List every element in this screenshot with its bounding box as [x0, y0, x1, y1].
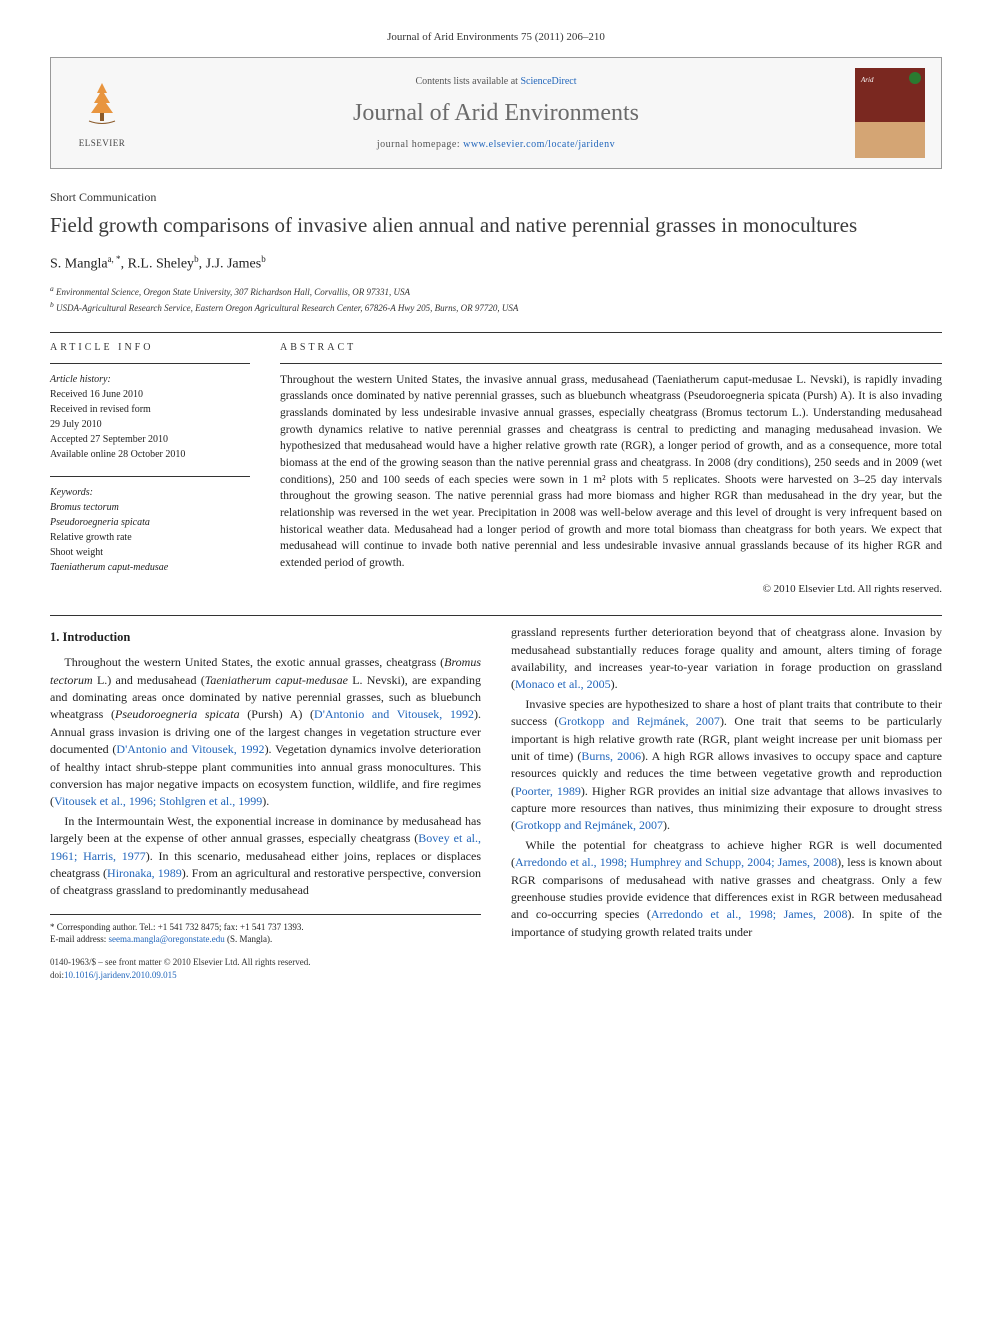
keywords-label: Keywords:	[50, 485, 250, 500]
abstract-copyright: © 2010 Elsevier Ltd. All rights reserved…	[280, 582, 942, 597]
cite-poorter[interactable]: Poorter, 1989	[515, 784, 581, 798]
affiliations: a Environmental Science, Oregon State Un…	[50, 283, 942, 316]
doi-link[interactable]: 10.1016/j.jaridenv.2010.09.015	[64, 970, 177, 980]
keyword-2: Relative growth rate	[50, 530, 250, 545]
footer-doi: doi:10.1016/j.jaridenv.2010.09.015	[50, 969, 311, 982]
article-info-heading: ARTICLE INFO	[50, 341, 250, 355]
author-3-sup: b	[261, 254, 266, 264]
journal-name: Journal of Arid Environments	[137, 97, 855, 131]
body-p1: Throughout the western United States, th…	[50, 654, 481, 811]
affiliation-a: a Environmental Science, Oregon State Un…	[50, 283, 942, 300]
cite-grotkopp-1[interactable]: Grotkopp and Rejmánek, 2007	[558, 714, 719, 728]
email-tail: (S. Mangla).	[225, 934, 273, 944]
footnote-block: * Corresponding author. Tel.: +1 541 732…	[50, 914, 481, 946]
body-p5: While the potential for cheatgrass to ac…	[511, 837, 942, 941]
history-accepted: Accepted 27 September 2010	[50, 432, 250, 447]
cite-vitousek[interactable]: Vitousek et al., 1996; Stohlgren et al.,…	[54, 794, 262, 808]
corr-email-line: E-mail address: seema.mangla@oregonstate…	[50, 933, 481, 946]
journal-cover-thumb: Arid	[855, 68, 925, 158]
article-history: Article history: Received 16 June 2010 R…	[50, 372, 250, 462]
cite-hironaka[interactable]: Hironaka, 1989	[107, 866, 182, 880]
body-columns: 1. Introduction Throughout the western U…	[50, 624, 942, 946]
cite-arredondo-1[interactable]: Arredondo et al., 1998; Humphrey and Sch…	[515, 855, 837, 869]
homepage-link[interactable]: www.elsevier.com/locate/jaridenv	[463, 139, 615, 150]
author-2: R.L. Sheley	[128, 257, 195, 272]
history-revised-2: 29 July 2010	[50, 417, 250, 432]
contents-line: Contents lists available at ScienceDirec…	[137, 75, 855, 89]
elsevier-logo: ELSEVIER	[67, 78, 137, 150]
rule-info-2	[50, 476, 250, 477]
homepage-prefix: journal homepage:	[377, 139, 463, 150]
author-2-sup: b	[194, 254, 199, 264]
corr-author: * Corresponding author. Tel.: +1 541 732…	[50, 921, 481, 934]
author-1-sup: a, *	[108, 254, 121, 264]
header-center: Contents lists available at ScienceDirec…	[137, 75, 855, 153]
history-received: Received 16 June 2010	[50, 387, 250, 402]
body-p3: grassland represents further deteriorati…	[511, 624, 942, 694]
authors: S. Manglaa, *, R.L. Sheleyb, J.J. Jamesb	[50, 253, 942, 274]
abstract-text: Throughout the western United States, th…	[280, 372, 942, 572]
rule-info-1	[50, 363, 250, 364]
author-1: S. Mangla	[50, 257, 108, 272]
section-1-heading: 1. Introduction	[50, 628, 481, 646]
elsevier-tree-icon	[77, 78, 127, 128]
footer: 0140-1963/$ – see front matter © 2010 El…	[50, 956, 942, 981]
author-3: J.J. James	[206, 257, 262, 272]
cite-monaco[interactable]: Monaco et al., 2005	[515, 677, 611, 691]
rule-top	[50, 332, 942, 333]
cite-dantonio-2[interactable]: D'Antonio and Vitousek, 1992	[116, 742, 264, 756]
article-title: Field growth comparisons of invasive ali…	[50, 212, 942, 239]
keyword-4: Taeniatherum caput-medusae	[50, 560, 250, 575]
journal-header: ELSEVIER Contents lists available at Sci…	[50, 57, 942, 169]
homepage-line: journal homepage: www.elsevier.com/locat…	[137, 138, 855, 152]
history-label: Article history:	[50, 372, 250, 387]
rule-bottom	[50, 615, 942, 616]
article-info-column: ARTICLE INFO Article history: Received 1…	[50, 341, 250, 597]
sciencedirect-link[interactable]: ScienceDirect	[520, 76, 576, 87]
keyword-0: Bromus tectorum	[50, 500, 250, 515]
history-online: Available online 28 October 2010	[50, 447, 250, 462]
elsevier-label: ELSEVIER	[67, 137, 137, 150]
abstract-heading: ABSTRACT	[280, 341, 942, 355]
doi-prefix: doi:	[50, 970, 64, 980]
affiliation-b: b USDA-Agricultural Research Service, Ea…	[50, 299, 942, 316]
corr-email-link[interactable]: seema.mangla@oregonstate.edu	[108, 934, 224, 944]
cite-burns[interactable]: Burns, 2006	[581, 749, 641, 763]
rule-abstract	[280, 363, 942, 364]
abstract-column: ABSTRACT Throughout the western United S…	[280, 341, 942, 597]
keyword-1: Pseudoroegneria spicata	[50, 515, 250, 530]
footer-copyright: 0140-1963/$ – see front matter © 2010 El…	[50, 956, 311, 969]
cite-arredondo-2[interactable]: Arredondo et al., 1998; James, 2008	[651, 907, 848, 921]
email-label: E-mail address:	[50, 934, 108, 944]
info-abstract-row: ARTICLE INFO Article history: Received 1…	[50, 341, 942, 597]
cite-dantonio-1[interactable]: D'Antonio and Vitousek, 1992	[314, 707, 474, 721]
keyword-3: Shoot weight	[50, 545, 250, 560]
contents-prefix: Contents lists available at	[415, 76, 520, 87]
cite-bovey[interactable]: Bovey et al., 1961; Harris, 1977	[50, 831, 481, 862]
body-p4: Invasive species are hypothesized to sha…	[511, 696, 942, 835]
body-p2: In the Intermountain West, the exponenti…	[50, 813, 481, 900]
cover-label: Arid	[861, 76, 873, 86]
footer-left: 0140-1963/$ – see front matter © 2010 El…	[50, 956, 311, 981]
article-type: Short Communication	[50, 189, 942, 206]
keywords-block: Keywords: Bromus tectorum Pseudoroegneri…	[50, 485, 250, 575]
history-revised-1: Received in revised form	[50, 402, 250, 417]
cite-grotkopp-2[interactable]: Grotkopp and Rejmánek, 2007	[515, 818, 663, 832]
journal-reference: Journal of Arid Environments 75 (2011) 2…	[50, 30, 942, 45]
